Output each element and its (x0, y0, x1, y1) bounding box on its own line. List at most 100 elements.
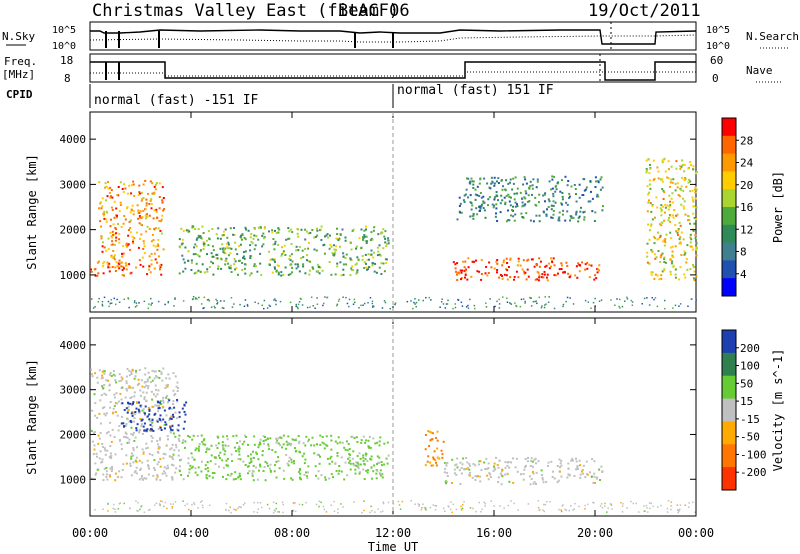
nsearch-trace (89, 34, 697, 43)
colorbar-tick-label: 50 (740, 377, 753, 390)
heatmap-feature-1 (97, 179, 166, 268)
y-tick-label: 4000 (60, 339, 87, 352)
y-tick-label: 2000 (60, 224, 87, 237)
x-tick-label: 04:00 (173, 526, 209, 540)
nave-trace (90, 71, 696, 77)
y-tick-label: 1000 (60, 473, 87, 486)
colorbar-label: Power [dB] (771, 171, 785, 243)
colorbar-tick-label: 200 (740, 342, 760, 355)
colorbar-tick-label: -15 (740, 413, 760, 426)
colorbar-tick-label: -100 (740, 448, 767, 461)
x-tick-label: 08:00 (274, 526, 310, 540)
colorbar-tick-label: -200 (740, 466, 767, 479)
y-tick-label: 2000 (60, 428, 87, 441)
nsearch-label: N.Search (746, 30, 799, 43)
colorbar-tick-label: 16 (740, 201, 753, 214)
nsky-panel-frame (89, 21, 697, 51)
colorbar-tick-label: 8 (740, 246, 747, 259)
velocity-colorbar: 200 100 50 15 -15 -50 -100 -200 Velocity [m s^-1… (721, 329, 785, 491)
heatmap-feature-5 (645, 157, 698, 282)
colorbar-tick-label: 20 (740, 179, 753, 192)
freq-tick-high: 18 (60, 54, 73, 67)
colorbar-tick-label: 100 (740, 360, 760, 373)
heatmap-feature-3 (424, 430, 445, 467)
colorbar-swatch (722, 375, 736, 400)
station-title: Christmas Valley East (fitACF) (92, 1, 399, 21)
power-heatmap (90, 157, 698, 310)
x-tick-label: 00:00 (72, 526, 108, 540)
nsearch-tick-low: 10^0 (706, 41, 730, 52)
date-label: 19/Oct/2011 (588, 1, 701, 21)
heatmap-feature-2 (178, 434, 390, 482)
freq-unit: [MHz] (2, 68, 35, 81)
colorbar-swatch (722, 118, 736, 137)
colorbar-swatch (722, 421, 736, 445)
cpid-segment-2: normal (fast) 151 IF (397, 83, 554, 98)
colorbar-swatch (722, 352, 736, 377)
x-tick-label: 12:00 (375, 526, 411, 540)
heatmap-feature-0 (90, 261, 163, 277)
colorbar-swatch (722, 224, 736, 244)
colorbar-swatch (722, 398, 736, 422)
x-tick-label: 20:00 (577, 526, 613, 540)
beam-label: Beam 06 (338, 1, 410, 21)
power-colorbar: 28 24 20 16 12 8 4 Power [dB] (721, 117, 785, 297)
velocity-y-axis: 1000 2000 3000 4000 (60, 339, 696, 486)
colorbar-tick-label: 28 (740, 134, 753, 147)
freq-label: Freq. (4, 55, 37, 68)
nave-tick-high: 60 (710, 54, 723, 67)
nsearch-tick-high: 10^5 (706, 25, 730, 36)
nsky-tick-high: 10^5 (52, 25, 76, 36)
colorbar-tick-label: 24 (740, 157, 754, 170)
heatmap-feature-2 (178, 225, 390, 277)
colorbar-swatch (722, 207, 736, 226)
colorbar-label: Velocity [m s^-1] (771, 349, 785, 472)
heatmap-feature-3 (452, 257, 601, 282)
nave-label: Nave (746, 64, 773, 77)
y-tick-label: 1000 (60, 269, 87, 282)
colorbar-swatch (722, 260, 736, 279)
nsky-drop-marks (105, 31, 394, 48)
freq-trace (90, 61, 696, 81)
heatmap-feature-0 (90, 367, 181, 482)
x-tick-label: 16:00 (476, 526, 512, 540)
colorbar-tick-label: -50 (740, 431, 760, 444)
freq-drop-marks (105, 62, 120, 80)
near-range-scatter (91, 296, 697, 310)
cpid-label: CPID (6, 88, 33, 101)
colorbar-swatch (722, 278, 736, 297)
y-tick-label: 3000 (60, 384, 87, 397)
heatmap-feature-1 (120, 399, 188, 432)
colorbar-tick-label: 12 (740, 223, 753, 236)
freq-tick-low: 8 (64, 72, 71, 85)
colorbar-swatch (722, 135, 736, 155)
colorbar-swatch (722, 242, 736, 261)
colorbar-swatch (722, 467, 736, 491)
colorbar-frame (721, 329, 737, 491)
freq-panel-frame (89, 53, 697, 83)
velocity-ylabel: Slant Range [km] (25, 359, 39, 475)
y-tick-label: 4000 (60, 133, 87, 146)
colorbar-swatch (722, 330, 736, 354)
y-tick-label: 3000 (60, 178, 87, 191)
colorbar-tick-label: 15 (740, 395, 753, 408)
colorbar-tick-label: 4 (740, 268, 747, 281)
nsky-trace (90, 29, 697, 45)
colorbar-swatch (722, 153, 736, 172)
cpid-segment-1: normal (fast) -151 IF (94, 93, 259, 108)
time-axis: 00:00 04:00 08:00 12:00 16:00 20:00 00:00 (72, 112, 714, 540)
velocity-heatmap (90, 367, 696, 514)
colorbar-swatch (722, 444, 736, 468)
heatmap-feature-4 (443, 456, 604, 486)
nave-tick-low: 0 (712, 72, 719, 85)
heatmap-feature-4 (456, 175, 604, 223)
near-range-scatter (94, 500, 696, 514)
nsky-label: N.Sky (2, 30, 35, 43)
nsky-tick-low: 10^0 (52, 41, 76, 52)
x-tick-label: 00:00 (678, 526, 714, 540)
colorbar-swatch (722, 171, 736, 190)
x-axis-label: Time UT (368, 540, 419, 554)
colorbar-swatch (722, 189, 736, 208)
power-y-axis: 1000 2000 3000 4000 (60, 133, 696, 282)
